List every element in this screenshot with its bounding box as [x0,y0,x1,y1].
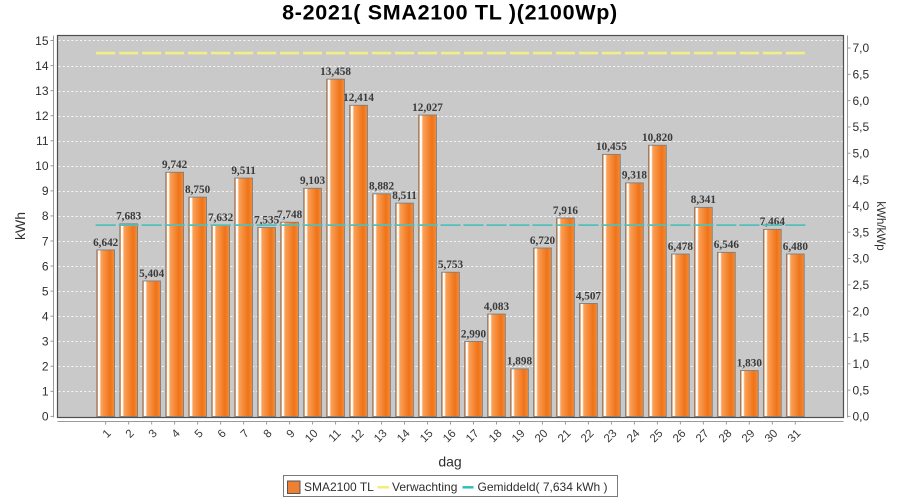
svg-text:5,404: 5,404 [139,268,165,280]
svg-text:5,753: 5,753 [438,259,464,271]
svg-text:6,642: 6,642 [93,237,119,249]
svg-text:7,632: 7,632 [208,212,234,224]
svg-text:Gemiddeld( 7,634 kWh ): Gemiddeld( 7,634 kWh ) [478,480,608,494]
svg-text:7,748: 7,748 [277,209,303,221]
svg-text:12,027: 12,027 [412,102,443,114]
svg-text:12,414: 12,414 [343,92,374,104]
svg-text:4,083: 4,083 [484,301,510,313]
svg-text:SMA2100 TL: SMA2100 TL [304,480,374,494]
svg-text:13,458: 13,458 [320,66,351,78]
svg-text:7,0: 7,0 [853,41,870,55]
svg-text:9,742: 9,742 [162,159,188,171]
svg-text:10: 10 [35,159,49,173]
svg-text:3: 3 [42,335,49,349]
svg-text:2,990: 2,990 [461,328,487,340]
svg-text:dag: dag [438,454,461,470]
svg-text:10,455: 10,455 [596,141,627,153]
svg-text:9,103: 9,103 [300,175,326,187]
svg-text:4: 4 [42,309,49,323]
svg-text:1,0: 1,0 [853,357,870,371]
svg-text:15: 15 [35,34,49,48]
svg-text:0,0: 0,0 [853,410,870,424]
svg-text:3,5: 3,5 [853,225,870,239]
svg-text:12: 12 [35,109,49,123]
svg-text:4,507: 4,507 [576,290,602,302]
svg-text:7,683: 7,683 [116,211,142,223]
svg-text:4,0: 4,0 [853,199,870,213]
svg-text:8,882: 8,882 [369,181,395,193]
svg-text:6,546: 6,546 [714,239,740,251]
svg-text:8-2021( SMA2100 TL )(2100Wp): 8-2021( SMA2100 TL )(2100Wp) [282,1,618,25]
svg-text:1,830: 1,830 [737,357,763,369]
svg-text:6,0: 6,0 [853,94,870,108]
svg-text:0: 0 [42,410,49,424]
svg-text:3,0: 3,0 [853,252,870,266]
svg-text:2,5: 2,5 [853,278,870,292]
svg-text:5: 5 [42,284,49,298]
svg-text:Verwachting: Verwachting [392,480,457,494]
svg-text:10,820: 10,820 [642,132,673,144]
svg-text:5,5: 5,5 [853,120,870,134]
svg-text:1,5: 1,5 [853,331,870,345]
svg-text:8,341: 8,341 [691,194,717,206]
svg-text:6,5: 6,5 [853,68,870,82]
svg-text:7: 7 [42,234,49,248]
svg-text:8,511: 8,511 [392,190,417,202]
svg-text:2,0: 2,0 [853,304,870,318]
svg-text:kWh: kWh [12,212,28,240]
svg-text:7,535: 7,535 [254,214,280,226]
svg-text:kWh/kWp: kWh/kWp [874,201,886,250]
svg-text:0,5: 0,5 [853,383,870,397]
svg-text:9: 9 [42,184,49,198]
svg-text:2: 2 [42,360,49,374]
svg-text:14: 14 [35,59,49,73]
svg-text:7,464: 7,464 [760,216,786,228]
svg-text:6,480: 6,480 [783,241,809,253]
svg-text:9,318: 9,318 [622,170,648,182]
svg-text:7,916: 7,916 [553,205,579,217]
svg-text:9,511: 9,511 [231,165,256,177]
svg-text:1: 1 [42,385,49,399]
svg-text:5,0: 5,0 [853,146,870,160]
svg-text:1,898: 1,898 [507,356,533,368]
svg-text:13: 13 [35,84,49,98]
svg-text:8,750: 8,750 [185,184,211,196]
svg-text:6,720: 6,720 [530,235,556,247]
svg-text:4,5: 4,5 [853,173,870,187]
svg-text:6: 6 [42,259,49,273]
svg-text:11: 11 [36,134,49,148]
svg-text:6,478: 6,478 [668,241,694,253]
svg-text:8: 8 [42,209,49,223]
